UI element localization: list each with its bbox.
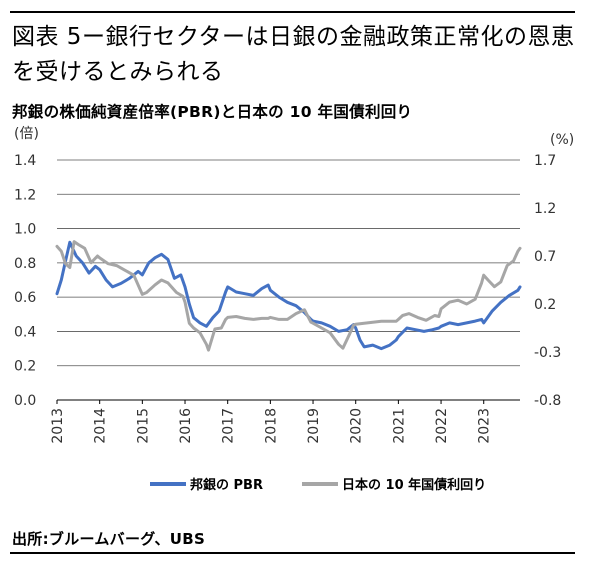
x-tick-label: 2013 — [50, 408, 66, 444]
right-tick-label: -0.8 — [534, 393, 561, 409]
chart: 0.0 0.2 0.4 0.6 0.8 1.0 1.2 1.4 -0.8 -0.3 0.2 0.7 1.… — [14, 126, 574, 493]
left-axis-unit: (倍) — [14, 126, 39, 142]
left-tick-label: 0.2 — [14, 359, 36, 375]
left-tick-label: 0.6 — [14, 290, 36, 306]
x-tick-label: 2017 — [221, 408, 237, 444]
chart-subtitle: 邦銀の株価純資産倍率(PBR)と日本の 10 年国債利回り — [12, 103, 413, 121]
x-tick-label: 2016 — [178, 408, 194, 444]
series-line-pbr-overlay — [57, 242, 520, 348]
left-tick-label: 1.2 — [14, 187, 36, 203]
series-line-jgb — [55, 240, 522, 352]
page-title: 図表 5ー銀行セクターは日銀の金融政策正常化の恩恵を受けるとみられる — [12, 24, 575, 85]
x-tick-label: 2020 — [349, 408, 365, 444]
x-tick-label: 2021 — [391, 408, 407, 444]
top-rule — [10, 11, 575, 13]
right-tick-label: 1.7 — [534, 153, 556, 169]
left-tick-label: 1.4 — [14, 153, 36, 169]
right-tick-label: -0.3 — [534, 345, 561, 361]
x-tick-label: 2014 — [93, 408, 109, 444]
left-tick-label: 1.0 — [14, 222, 36, 238]
right-tick-label: 0.2 — [534, 297, 556, 313]
left-tick-label: 0.0 — [14, 393, 36, 409]
x-tick-label: 2022 — [434, 408, 450, 444]
x-tick-label: 2019 — [306, 408, 322, 444]
right-axis-unit: (%) — [550, 132, 574, 148]
legend-label-pbr: 邦銀の PBR — [190, 477, 263, 493]
bottom-rule — [10, 552, 575, 554]
legend-label-jgb: 日本の 10 年国債利回り — [342, 477, 486, 493]
right-tick-label: 0.7 — [534, 249, 556, 265]
left-tick-label: 0.4 — [14, 324, 36, 340]
source-note: 出所:ブルームバーグ、UBS — [12, 530, 206, 548]
x-tick-label: 2018 — [263, 408, 279, 444]
left-tick-label: 0.8 — [14, 256, 36, 272]
x-tick-label: 2015 — [135, 408, 151, 444]
series-line-pbr — [55, 240, 522, 351]
x-tick-label: 2023 — [477, 408, 493, 444]
right-tick-label: 1.2 — [534, 201, 556, 217]
